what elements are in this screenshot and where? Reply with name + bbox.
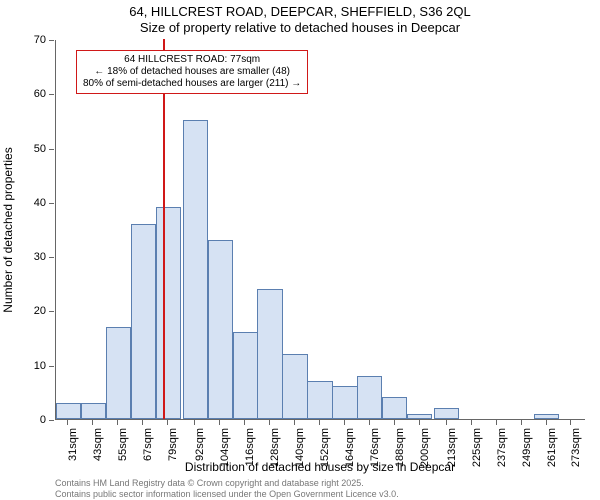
x-tick	[142, 420, 143, 425]
x-tick	[446, 420, 447, 425]
histogram-bar	[183, 120, 208, 419]
histogram-bar	[56, 403, 81, 419]
histogram-bar	[382, 397, 407, 419]
histogram-bar	[332, 386, 357, 419]
x-tick	[394, 420, 395, 425]
annotation-line: 80% of semi-detached houses are larger (…	[83, 78, 301, 90]
reference-line	[163, 39, 165, 419]
annotation-box: 64 HILLCREST ROAD: 77sqm← 18% of detache…	[76, 50, 308, 94]
y-tick-label: 50	[6, 143, 46, 155]
x-axis-label: Distribution of detached houses by size …	[55, 460, 585, 474]
histogram-bar	[407, 414, 432, 419]
histogram-bar	[156, 207, 181, 419]
histogram-bar	[357, 376, 382, 419]
histogram-bar	[307, 381, 332, 419]
y-axis-label: Number of detached properties	[1, 147, 15, 312]
y-tick	[49, 257, 54, 258]
histogram-bar	[534, 414, 559, 419]
annotation-line: ← 18% of detached houses are smaller (48…	[83, 66, 301, 78]
x-tick	[344, 420, 345, 425]
x-tick	[67, 420, 68, 425]
x-tick	[369, 420, 370, 425]
y-tick	[49, 40, 54, 41]
y-tick	[49, 203, 54, 204]
y-tick-label: 60	[6, 88, 46, 100]
footer-line2: Contains public sector information licen…	[55, 489, 399, 499]
histogram-bar	[233, 332, 258, 419]
x-tick-label: 31sqm	[67, 428, 79, 461]
x-tick	[269, 420, 270, 425]
chart-container: 64, HILLCREST ROAD, DEEPCAR, SHEFFIELD, …	[0, 0, 600, 500]
histogram-bar	[282, 354, 307, 419]
footer-line1: Contains HM Land Registry data © Crown c…	[55, 478, 364, 488]
y-tick	[49, 366, 54, 367]
x-tick	[319, 420, 320, 425]
x-tick	[570, 420, 571, 425]
x-tick	[521, 420, 522, 425]
x-tick	[294, 420, 295, 425]
histogram-bar	[106, 327, 131, 419]
y-tick	[49, 420, 54, 421]
x-tick-label: 92sqm	[194, 428, 206, 461]
y-tick	[49, 149, 54, 150]
x-tick-label: 79sqm	[167, 428, 179, 461]
y-tick-label: 10	[6, 360, 46, 372]
y-tick-label: 30	[6, 251, 46, 263]
histogram-bar	[208, 240, 233, 419]
x-tick	[92, 420, 93, 425]
x-tick	[496, 420, 497, 425]
x-tick	[546, 420, 547, 425]
histogram-bar	[81, 403, 106, 419]
x-tick	[167, 420, 168, 425]
x-tick-label: 43sqm	[92, 428, 104, 461]
y-tick	[49, 311, 54, 312]
plot-area: 64 HILLCREST ROAD: 77sqm← 18% of detache…	[55, 40, 585, 420]
histogram-bar	[131, 224, 156, 419]
y-tick-label: 0	[6, 414, 46, 426]
x-tick	[219, 420, 220, 425]
annotation-line: 64 HILLCREST ROAD: 77sqm	[83, 54, 301, 66]
x-tick-label: 55sqm	[117, 428, 129, 461]
x-tick	[471, 420, 472, 425]
chart-title-line2: Size of property relative to detached ho…	[0, 20, 600, 35]
x-tick	[419, 420, 420, 425]
x-tick	[194, 420, 195, 425]
x-tick	[117, 420, 118, 425]
chart-title-line1: 64, HILLCREST ROAD, DEEPCAR, SHEFFIELD, …	[0, 4, 600, 19]
y-tick-label: 20	[6, 305, 46, 317]
histogram-bar	[257, 289, 282, 419]
y-tick	[49, 94, 54, 95]
histogram-bar	[434, 408, 459, 419]
y-tick-label: 70	[6, 34, 46, 46]
x-tick-label: 67sqm	[142, 428, 154, 461]
x-tick	[244, 420, 245, 425]
y-tick-label: 40	[6, 197, 46, 209]
